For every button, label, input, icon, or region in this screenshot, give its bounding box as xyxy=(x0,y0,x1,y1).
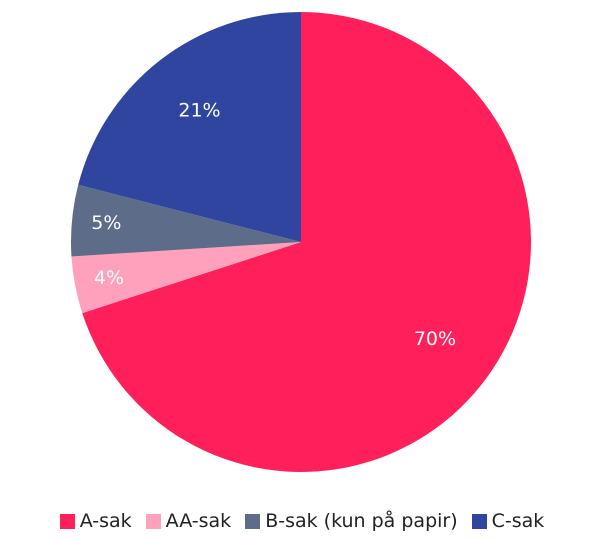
slice-label: 4% xyxy=(94,267,124,289)
legend-item: B-sak (kun på papir) xyxy=(245,510,458,532)
pie-slice xyxy=(71,242,301,314)
legend-swatch xyxy=(245,513,261,529)
legend: A-sak AA-sak B-sak (kun på papir) C-sak xyxy=(0,510,604,532)
chart: 70% 4% 5% 21% xyxy=(70,12,531,472)
legend-label: A-sak xyxy=(79,510,132,532)
slice-label: 5% xyxy=(91,212,121,234)
pie-slice xyxy=(82,12,531,472)
legend-label: C-sak xyxy=(491,510,545,532)
slice-label: 21% xyxy=(178,100,220,122)
slice-label: 70% xyxy=(414,328,456,350)
legend-swatch xyxy=(59,513,75,529)
legend-item: AA-sak xyxy=(145,510,232,532)
legend-label: B-sak (kun på papir) xyxy=(265,510,458,532)
legend-swatch xyxy=(145,513,161,529)
pie-slice xyxy=(78,12,301,242)
pie-slice xyxy=(70,184,301,257)
legend-item: A-sak xyxy=(59,510,132,532)
legend-label: AA-sak xyxy=(165,510,232,532)
legend-swatch xyxy=(471,513,487,529)
legend-item: C-sak xyxy=(471,510,545,532)
